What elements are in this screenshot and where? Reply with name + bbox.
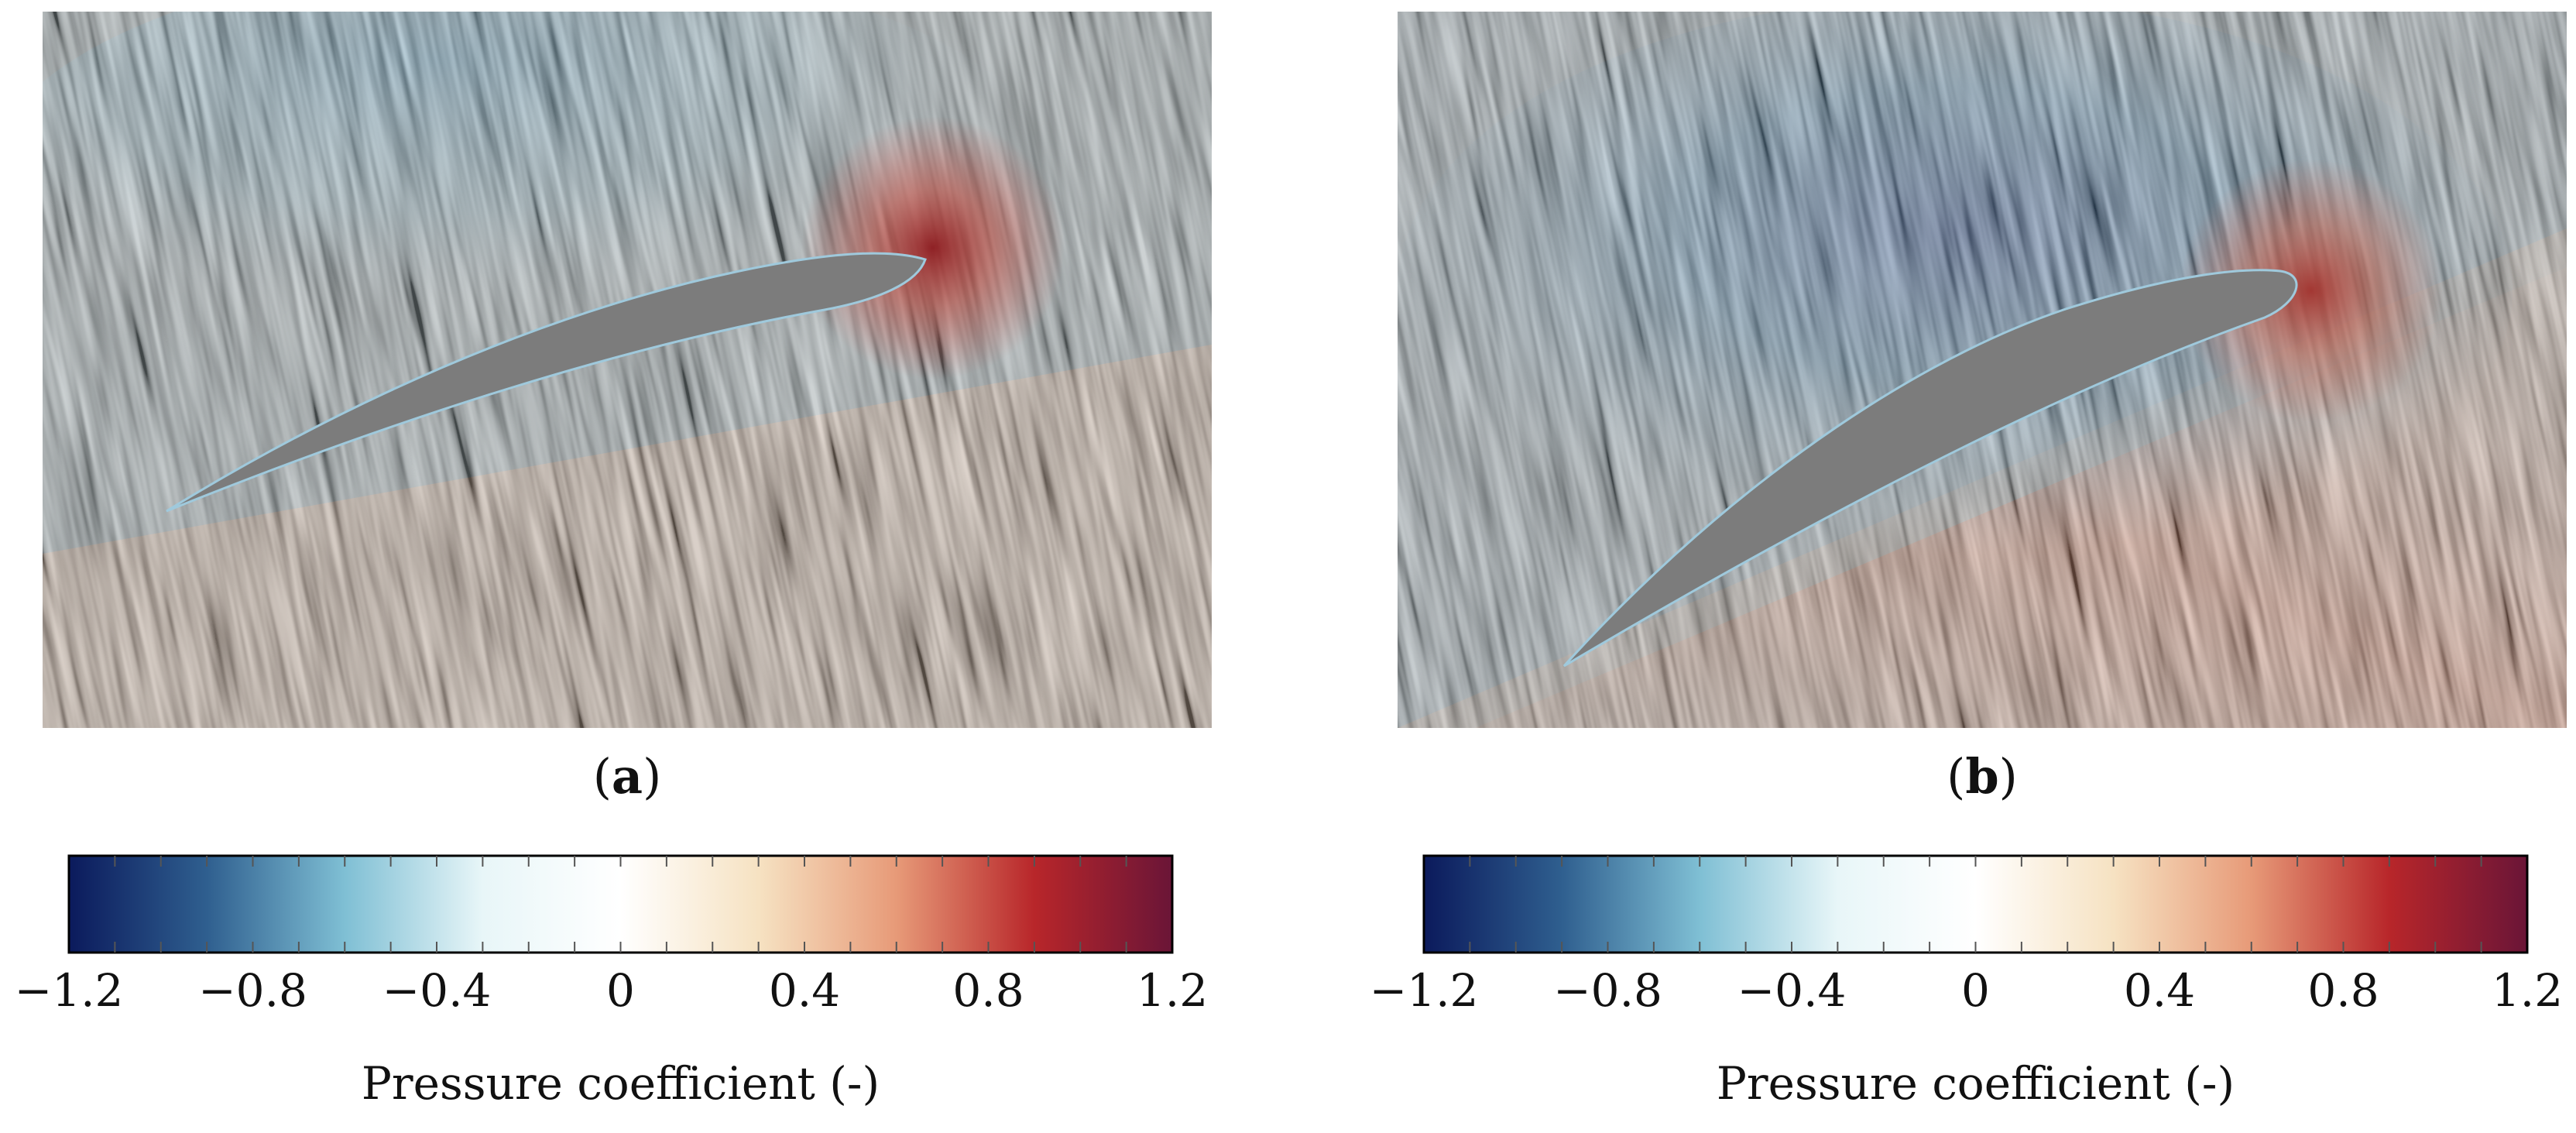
tick-label: 0.4 bbox=[2123, 964, 2196, 1017]
tick-label: 0 bbox=[1961, 964, 1990, 1017]
tick-label: 0.8 bbox=[952, 964, 1024, 1017]
panel-b: (b) −1.2 −0.8 −0.4 0 0.4 0.8 1.2 Pressur… bbox=[1370, 0, 2576, 1133]
label-close: ) bbox=[643, 748, 662, 805]
label-close: ) bbox=[1998, 748, 2018, 805]
label-letter: b bbox=[1965, 748, 1999, 805]
colorbar-title-a: Pressure coefficient (-) bbox=[361, 1057, 880, 1110]
airfoil-a bbox=[166, 252, 927, 513]
tick-label: −1.2 bbox=[1369, 964, 1479, 1017]
colorbar-ticks-b: −1.2 −0.8 −0.4 0 0.4 0.8 1.2 bbox=[1370, 964, 2564, 1022]
flow-visualization-b bbox=[1398, 12, 2567, 728]
colorbar-a bbox=[67, 854, 1174, 954]
colorbar-ticks-a: −1.2 −0.8 −0.4 0 0.4 0.8 1.2 bbox=[15, 964, 1209, 1022]
panel-a: (a) −1.2 −0.8 −0.4 0 0.4 0.8 1.2 Pressur… bbox=[15, 0, 1250, 1133]
colorbar-gradient bbox=[1422, 854, 2529, 954]
tick-label: −0.8 bbox=[1553, 964, 1662, 1017]
tick-label: −1.2 bbox=[14, 964, 124, 1017]
colorbar-title-b: Pressure coefficient (-) bbox=[1716, 1057, 2235, 1110]
label-open: ( bbox=[592, 748, 612, 805]
tick-label: −0.4 bbox=[382, 964, 492, 1017]
tick-label: 0.4 bbox=[768, 964, 841, 1017]
colorbar-b bbox=[1422, 854, 2529, 954]
tick-label: 0 bbox=[606, 964, 635, 1017]
panel-label-b: (b) bbox=[1398, 753, 2567, 801]
tick-label: −0.8 bbox=[198, 964, 307, 1017]
tick-label: 0.8 bbox=[2307, 964, 2379, 1017]
tick-label: −0.4 bbox=[1737, 964, 1847, 1017]
panel-label-a: (a) bbox=[43, 753, 1212, 801]
label-letter: a bbox=[611, 748, 643, 805]
label-open: ( bbox=[1947, 748, 1966, 805]
colorbar-gradient bbox=[67, 854, 1174, 954]
airfoil-b bbox=[1562, 269, 2298, 668]
flow-visualization-a bbox=[43, 12, 1212, 728]
tick-label: 1.2 bbox=[1136, 964, 1209, 1017]
tick-label: 1.2 bbox=[2491, 964, 2564, 1017]
